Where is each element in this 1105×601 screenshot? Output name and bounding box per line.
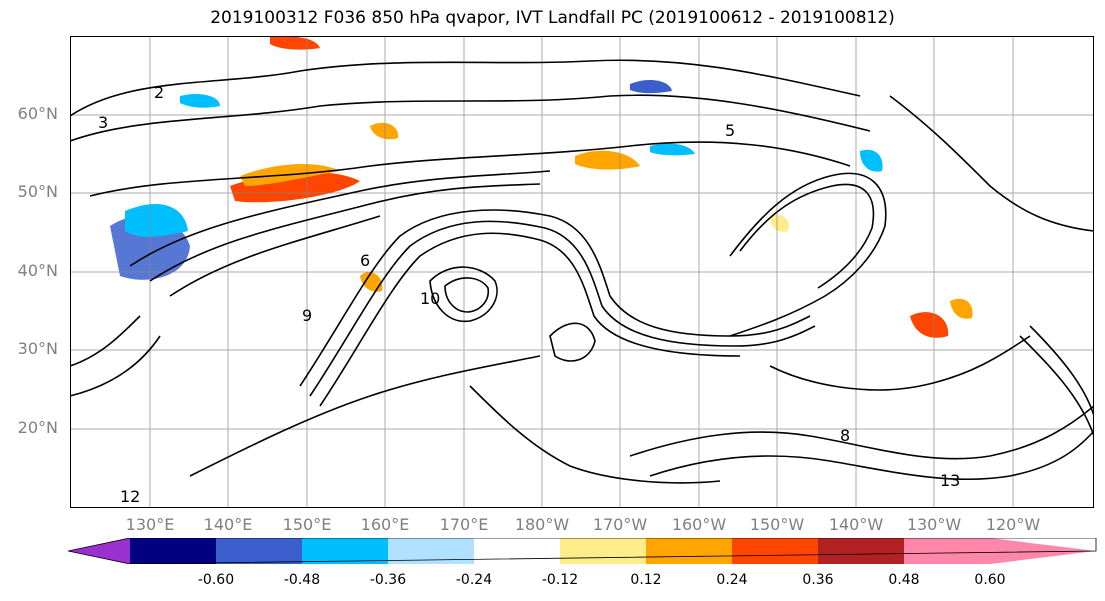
colorbar-segment (560, 538, 646, 564)
contour-labels: 2 3 5 6 8 9 10 12 13 (98, 83, 960, 506)
contour-label: 8 (840, 426, 850, 445)
ivt-contours (70, 59, 1094, 484)
colorbar-tick-label: -0.36 (369, 572, 407, 588)
contour-label: 9 (302, 306, 312, 325)
map-plot: 2 3 5 6 8 9 10 12 13 (70, 36, 1094, 508)
colorbar-segment (302, 538, 388, 564)
contour-label: 10 (420, 289, 440, 308)
lat-label: 20°N (17, 418, 58, 437)
lat-label: 40°N (17, 261, 58, 280)
colorbar-tick-label: 0.12 (630, 572, 662, 588)
colorbar-segment (216, 538, 302, 564)
contour-label: 12 (120, 487, 140, 506)
colorbar-extend-high (990, 538, 1096, 564)
map-title: 2019100312 F036 850 hPa qvapor, IVT Land… (210, 8, 895, 28)
colorbar-tick-label: -0.48 (283, 572, 321, 588)
lon-label: 150°E (282, 515, 332, 534)
contour-label: 13 (940, 471, 960, 490)
lon-label: 160°W (671, 515, 727, 534)
colorbar-segment (646, 538, 732, 564)
colorbar-tick-label: 0.48 (888, 572, 920, 588)
lon-label: 180°W (514, 515, 570, 534)
lat-label: 30°N (17, 339, 58, 358)
gridlines (70, 36, 1094, 508)
colorbar-segment (818, 538, 904, 564)
lon-label: 130°W (906, 515, 962, 534)
colorbar-extend-low (68, 538, 130, 564)
contour-label: 2 (154, 83, 164, 102)
contour-label: 5 (725, 121, 735, 140)
colorbar-outline (68, 538, 1097, 564)
colorbar-segment (904, 538, 990, 564)
colorbar-segment (474, 538, 560, 564)
anomaly-fills (110, 36, 973, 338)
lon-label: 170°E (439, 515, 489, 534)
contour-label: 3 (98, 113, 108, 132)
lon-label: 130°E (125, 515, 175, 534)
colorbar-segment (732, 538, 818, 564)
map-panel: 2 3 5 6 8 9 10 12 13 (70, 36, 1094, 508)
lon-label: 140°E (203, 515, 253, 534)
lon-label: 150°W (749, 515, 805, 534)
colorbar-tick-label: -0.60 (197, 572, 235, 588)
lon-label: 120°W (985, 515, 1041, 534)
contour-label: 6 (360, 251, 370, 270)
colorbar-tick-label: 0.24 (716, 572, 748, 588)
colorbar-tick-label: 0.60 (974, 572, 1006, 588)
lon-label: 160°E (360, 515, 410, 534)
lat-label: 60°N (17, 104, 58, 123)
colorbar-tick-label: -0.12 (541, 572, 579, 588)
colorbar-tick-label: 0.36 (802, 572, 834, 588)
lat-label: 50°N (17, 182, 58, 201)
lon-label: 170°W (592, 515, 648, 534)
lon-label: 140°W (828, 515, 884, 534)
colorbar-segment (130, 538, 216, 564)
colorbar (68, 538, 1097, 564)
colorbar-tick-label: -0.24 (455, 572, 493, 588)
